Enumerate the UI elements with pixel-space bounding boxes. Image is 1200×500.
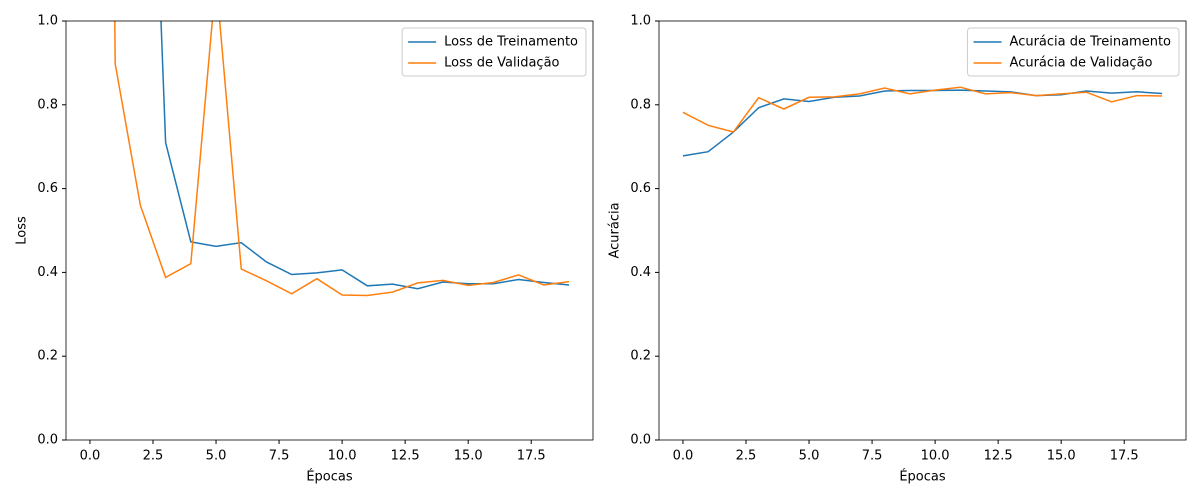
x-tick-label: 15.0	[454, 449, 483, 464]
legend: Loss de Treinamento Loss de Validação	[401, 27, 587, 77]
y-tick-label: 0.2	[37, 349, 58, 364]
y-axis-label: Acurácia	[608, 202, 623, 258]
x-tick-label: 12.5	[984, 449, 1013, 464]
legend-label: Loss de Validação	[444, 56, 559, 71]
y-tick-label: 0.0	[37, 433, 58, 448]
legend-label: Loss de Treinamento	[444, 35, 578, 50]
x-axis-label: Épocas	[306, 469, 353, 485]
x-tick-label: 7.5	[269, 449, 290, 464]
legend: Acurácia de Treinamento Acurácia de Valid…	[967, 27, 1180, 77]
plot: 0.0 2.5 5.0 7.5 10.0 12.5 15.0 17.5 0.0 0.2 0.4 0.6…	[15, 14, 594, 485]
y-tick-label: 0.8	[37, 97, 58, 112]
x-tick-label: 5.0	[799, 449, 820, 464]
series-line	[160, 21, 570, 290]
plot: 0.0 2.5 5.0 7.5 10.0 12.5 15.0 17.5 0.0 0.2 0.4 0.6…	[608, 14, 1187, 485]
axes-frame	[658, 20, 1187, 441]
x-tick-label: 17.5	[517, 449, 546, 464]
y-tick-label: 0.4	[630, 265, 651, 280]
legend-box	[967, 27, 1180, 77]
x-tick-label: 12.5	[391, 449, 420, 464]
axes-frame	[65, 20, 594, 441]
y-tick-label: 0.6	[37, 181, 58, 196]
legend-label: Acurácia de Treinamento	[1010, 35, 1172, 50]
x-tick-label: 2.5	[736, 449, 757, 464]
y-tick-label: 0.2	[630, 349, 651, 364]
x-tick-label: 17.5	[1110, 449, 1139, 464]
x-tick-label: 0.0	[673, 449, 694, 464]
x-tick-label: 0.0	[80, 449, 101, 464]
series-line	[682, 86, 1163, 133]
y-tick-label: 0.0	[630, 433, 651, 448]
y-tick-label: 0.4	[37, 265, 58, 280]
x-tick-label: 10.0	[328, 449, 357, 464]
x-axis-label: Épocas	[899, 469, 946, 485]
legend-box	[401, 27, 587, 77]
y-tick-label: 0.8	[630, 97, 651, 112]
y-tick-label: 1.0	[37, 14, 58, 29]
y-tick-label: 1.0	[630, 14, 651, 29]
y-tick-label: 0.6	[630, 181, 651, 196]
series-line	[114, 21, 570, 297]
series-line	[682, 89, 1163, 157]
y-axis-label: Loss	[15, 216, 30, 245]
legend-label: Acurácia de Validação	[1010, 56, 1153, 71]
x-tick-label: 2.5	[143, 449, 164, 464]
x-tick-label: 10.0	[921, 449, 950, 464]
x-tick-label: 5.0	[206, 449, 227, 464]
x-tick-label: 15.0	[1047, 449, 1076, 464]
x-tick-label: 7.5	[862, 449, 883, 464]
